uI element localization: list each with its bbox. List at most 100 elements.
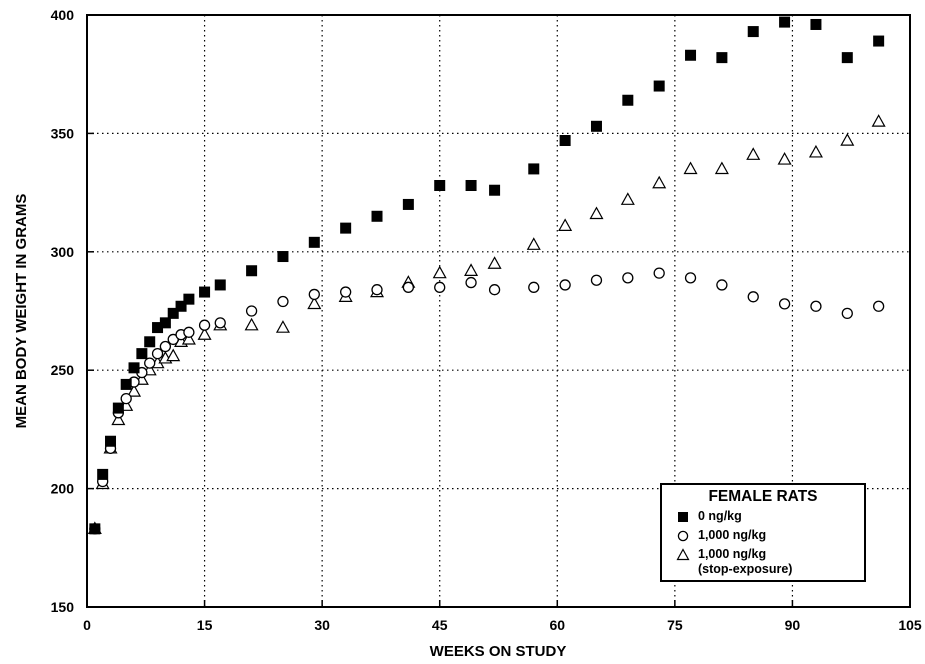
point-1000ngkg-stop [777,152,792,165]
x-tick-label: 105 [898,617,922,633]
point-0ngkg [183,293,195,305]
point-0ngkg [747,26,759,38]
x-tick-label: 45 [432,617,448,633]
point-1000ngkg-stop [197,327,212,340]
y-tick-label: 150 [51,599,75,615]
point-1000ngkg [622,272,634,284]
point-1000ngkg [590,274,603,286]
y-tick-label: 250 [51,362,75,378]
point-1000ngkg [747,291,759,303]
point-1000ngkg-stop [307,296,322,310]
point-0ngkg [622,94,634,106]
point-1000ngkg [245,305,258,317]
point-1000ngkg [653,267,665,279]
point-0ngkg [590,120,602,132]
point-0ngkg [105,435,117,447]
point-1000ngkg-stop [464,263,479,276]
point-0ngkg [716,52,728,64]
x-tick-label: 75 [667,617,683,633]
legend-label: 1,000 ng/kg [698,528,767,542]
point-0ngkg [167,307,179,319]
point-0ngkg [97,468,109,480]
point-1000ngkg [183,326,195,338]
point-0ngkg [246,265,258,277]
legend-title: FEMALE RATS [708,488,818,505]
point-1000ngkg-stop [589,206,604,220]
point-0ngkg [89,523,101,535]
x-axis-title: WEEKS ON STUDY [430,643,567,660]
legend: FEMALE RATS 0 ng/kg 1,000 ng/kg 1,000 ng… [660,483,866,582]
point-0ngkg [653,80,665,92]
point-1000ngkg-stop [808,144,823,158]
point-1000ngkg [214,317,226,329]
point-1000ngkg [151,347,164,360]
point-1000ngkg [159,340,172,353]
point-1000ngkg [528,281,540,293]
point-1000ngkg-stop [714,161,729,175]
point-0ngkg [144,336,156,348]
point-0ngkg [340,222,352,234]
point-1000ngkg [198,319,211,331]
point-1000ngkg [308,288,320,301]
point-1000ngkg-stop [526,237,541,250]
legend-label-note: (stop-exposure) [698,562,793,576]
legend-label-group: 1,000 ng/kg (stop-exposure) [698,547,792,577]
open-circle-icon [677,530,689,542]
x-tick-label: 30 [314,617,330,633]
point-0ngkg [214,279,226,291]
y-tick-label: 400 [51,7,75,23]
point-1000ngkg [872,300,885,312]
point-1000ngkg-stop [683,161,698,175]
point-0ngkg [308,236,320,248]
y-tick-label: 300 [51,244,75,260]
point-1000ngkg-stop [652,175,667,189]
point-0ngkg [175,300,187,312]
point-0ngkg [120,378,132,390]
point-0ngkg [199,286,211,298]
x-tick-label: 0 [83,617,91,633]
legend-label: 1,000 ng/kg [698,547,767,561]
point-1000ngkg [340,286,352,298]
point-1000ngkg-stop [166,348,181,362]
point-1000ngkg-stop [746,147,761,160]
point-0ngkg [128,362,140,374]
plot-area-frame [86,14,911,608]
point-1000ngkg [778,298,791,310]
point-0ngkg [841,52,853,64]
point-1000ngkg-stop [558,218,573,231]
data-points [87,16,886,535]
point-1000ngkg [434,281,446,293]
x-tick-label: 60 [549,617,565,633]
point-1000ngkg-stop [127,384,142,397]
point-0ngkg [873,35,885,47]
x-tick-label: 90 [785,617,801,633]
point-0ngkg [402,198,414,210]
x-tick-label: 15 [197,617,213,633]
point-1000ngkg [277,295,289,308]
point-1000ngkg-stop [275,320,290,333]
point-1000ngkg [810,300,822,312]
point-0ngkg [779,16,791,28]
point-1000ngkg-stop [487,256,502,269]
point-1000ngkg [559,279,571,291]
point-1000ngkg [120,392,132,405]
point-1000ngkg [465,276,477,289]
point-0ngkg [159,317,171,329]
legend-label: 0 ng/kg [698,509,742,523]
point-0ngkg [112,402,124,414]
point-1000ngkg [371,284,383,296]
point-0ngkg [136,348,148,360]
point-0ngkg [810,18,822,30]
point-0ngkg [528,163,540,175]
point-1000ngkg-stop [111,412,126,426]
point-0ngkg [685,49,697,61]
point-1000ngkg-stop [840,133,855,146]
point-1000ngkg [684,272,697,284]
point-0ngkg [489,184,501,196]
point-1000ngkg [841,307,853,320]
point-0ngkg [434,179,446,191]
point-1000ngkg-stop [871,114,886,127]
open-triangle-icon [676,548,690,561]
point-1000ngkg-stop [432,265,447,279]
